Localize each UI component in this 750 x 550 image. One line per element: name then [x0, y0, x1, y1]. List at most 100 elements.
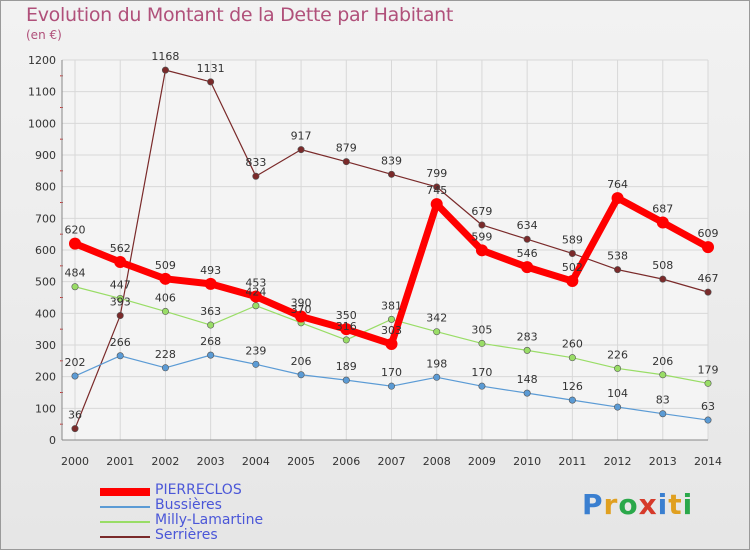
- data-label: 917: [291, 130, 312, 143]
- data-label: 620: [65, 224, 86, 237]
- data-point: [659, 275, 667, 283]
- data-point: [387, 382, 395, 390]
- chart-legend: PIERRECLOS Bussières Milly-Lamartine Serriè…: [100, 482, 400, 544]
- data-label: 467: [698, 272, 719, 285]
- legend-item: Milly-Lamartine: [100, 512, 400, 529]
- data-point: [342, 158, 350, 166]
- data-point: [297, 146, 305, 154]
- data-point: [614, 403, 622, 411]
- data-label: 239: [245, 344, 266, 357]
- data-point: [433, 328, 441, 336]
- x-tick-label: 2001: [106, 455, 134, 468]
- data-label: 148: [517, 373, 538, 386]
- data-point: [249, 290, 262, 303]
- data-point: [566, 275, 579, 288]
- data-point: [704, 416, 712, 424]
- data-label: 303: [381, 324, 402, 337]
- y-tick-label: 200: [35, 371, 56, 384]
- data-point: [385, 338, 398, 351]
- data-point: [116, 352, 124, 360]
- data-label: 502: [562, 261, 583, 274]
- legend-item: Serrières: [100, 527, 400, 544]
- data-point: [659, 410, 667, 418]
- data-point: [478, 221, 486, 229]
- data-label: 1168: [151, 50, 179, 63]
- data-label: 424: [245, 286, 266, 299]
- data-point: [161, 307, 169, 315]
- x-tick-label: 2006: [332, 455, 360, 468]
- data-label: 305: [471, 323, 492, 336]
- data-label: 228: [155, 348, 176, 361]
- data-label: 104: [607, 387, 628, 400]
- data-label: 839: [381, 154, 402, 167]
- data-label: 833: [245, 156, 266, 169]
- data-point: [568, 396, 576, 404]
- data-point: [614, 364, 622, 372]
- data-point: [523, 346, 531, 354]
- data-label: 879: [336, 142, 357, 155]
- data-point: [116, 294, 124, 302]
- x-tick-label: 2003: [197, 455, 225, 468]
- x-tick-label: 2012: [604, 455, 632, 468]
- y-tick-label: 1200: [28, 54, 56, 67]
- data-label: 363: [200, 305, 221, 318]
- data-point: [207, 78, 215, 86]
- x-tick-label: 2000: [61, 455, 89, 468]
- data-point: [704, 379, 712, 387]
- data-label: 538: [607, 250, 628, 263]
- y-tick-label: 500: [35, 276, 56, 289]
- data-label: 189: [336, 360, 357, 373]
- line-chart: 0 100 200 300 400 500 600 700 800 900 1000 1100 1200…: [28, 50, 722, 468]
- data-point: [521, 261, 534, 274]
- data-point: [475, 244, 488, 257]
- data-label: 316: [336, 320, 357, 333]
- data-label: 36: [68, 409, 82, 422]
- data-label: 509: [155, 259, 176, 272]
- data-point: [523, 389, 531, 397]
- data-label: 390: [291, 297, 312, 310]
- data-label: 799: [426, 167, 447, 180]
- data-point: [523, 235, 531, 243]
- data-label: 179: [698, 363, 719, 376]
- data-label: 1131: [197, 62, 225, 75]
- data-label: 266: [110, 336, 131, 349]
- data-label: 170: [471, 366, 492, 379]
- x-tick-label: 2011: [558, 455, 586, 468]
- x-tick-label: 2005: [287, 455, 315, 468]
- data-point: [342, 336, 350, 344]
- y-tick-label: 400: [35, 307, 56, 320]
- legend-swatch: [100, 521, 150, 523]
- data-point: [433, 373, 441, 381]
- x-tick-label: 2010: [513, 455, 541, 468]
- data-label: 350: [336, 309, 357, 322]
- data-point: [704, 288, 712, 296]
- y-tick-label: 600: [35, 244, 56, 257]
- data-label: 126: [562, 380, 583, 393]
- data-point: [297, 371, 305, 379]
- data-label: 453: [245, 277, 266, 290]
- data-label: 679: [471, 205, 492, 218]
- data-point: [387, 315, 395, 323]
- y-tick-label: 1000: [28, 117, 56, 130]
- data-label: 634: [517, 219, 538, 232]
- x-tick-label: 2004: [242, 455, 270, 468]
- data-label: 687: [652, 202, 673, 215]
- data-point: [656, 216, 669, 229]
- data-label: 63: [701, 400, 715, 413]
- data-label: 260: [562, 338, 583, 351]
- data-point: [252, 302, 260, 310]
- data-point: [568, 354, 576, 362]
- legend-label: Bussières: [155, 497, 222, 513]
- data-point: [702, 241, 714, 254]
- data-label: 226: [607, 348, 628, 361]
- data-point: [159, 272, 172, 285]
- data-label: 493: [200, 264, 221, 277]
- data-point: [114, 256, 127, 269]
- data-point: [659, 371, 667, 379]
- data-label: 609: [698, 227, 719, 240]
- chart-unit: (en €): [26, 28, 62, 42]
- data-point: [207, 321, 215, 329]
- data-label: 562: [110, 242, 131, 255]
- data-point: [611, 192, 624, 205]
- data-point: [568, 249, 576, 257]
